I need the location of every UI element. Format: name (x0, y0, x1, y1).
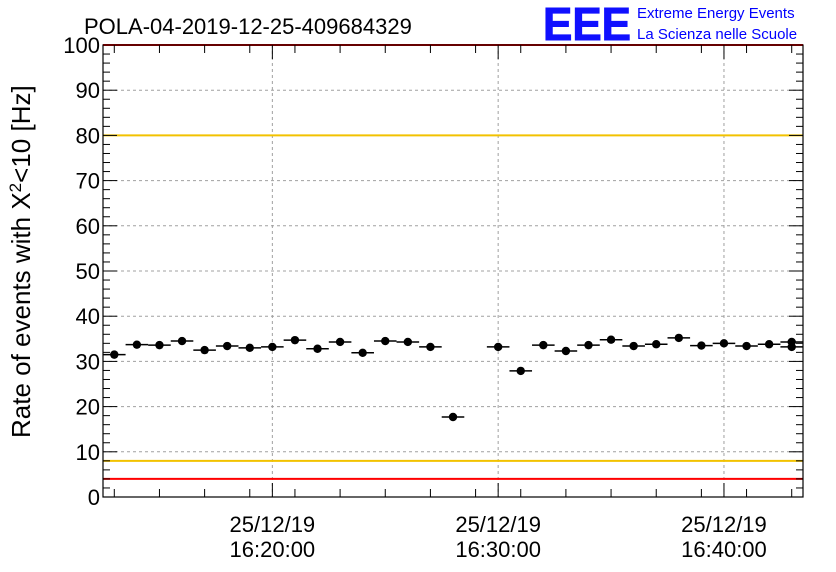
data-point (290, 335, 300, 345)
x-tick-label-date: 25/12/19 (681, 512, 767, 537)
y-tick-label: 40 (76, 304, 100, 329)
data-point (674, 333, 684, 343)
data-point (764, 340, 774, 349)
x-tick-labels: 25/12/1916:20:0025/12/1916:30:0025/12/19… (230, 512, 767, 562)
y-tick-label: 90 (76, 78, 100, 103)
axes (102, 44, 804, 498)
data-point (539, 340, 548, 350)
data-point (493, 342, 503, 352)
eee-logo: EEE Extreme Energy Events La Scienza nel… (543, 0, 798, 51)
data-point (742, 341, 751, 351)
y-axis-label-tail: <10 [Hz] (6, 85, 36, 183)
y-tick-label: 20 (76, 395, 100, 420)
data-point (652, 340, 661, 349)
logo-line-2: La Scienza nelle Scuole (637, 26, 797, 43)
y-tick-label: 30 (76, 349, 100, 374)
data-points (103, 333, 803, 422)
data-point (561, 346, 571, 356)
y-axis-label-sup: 2 (6, 183, 25, 192)
chart-title: POLA-04-2019-12-25-409684329 (84, 14, 412, 39)
y-tick-labels: 0 10 20 30 40 50 60 70 80 90 100 (63, 33, 100, 510)
x-tick-label-time: 16:40:00 (681, 537, 767, 562)
x-tick-label-time: 16:20:00 (230, 537, 316, 562)
data-point (606, 335, 616, 344)
data-point (110, 350, 119, 359)
grid (103, 45, 803, 497)
x-tick-label-date: 25/12/19 (230, 512, 316, 537)
logo-line-1: Extreme Energy Events (637, 5, 795, 22)
data-point (358, 348, 367, 358)
data-point (335, 337, 345, 347)
data-point (268, 342, 277, 352)
y-tick-label: 70 (76, 169, 100, 194)
y-tick-label: 100 (63, 33, 100, 58)
y-axis-label-main: Rate of events with X (6, 192, 36, 438)
data-point (155, 340, 164, 350)
data-point (313, 344, 322, 353)
logo-mark: EEE (543, 0, 631, 50)
data-point (403, 337, 413, 347)
data-point (381, 336, 390, 346)
data-point (200, 345, 209, 355)
y-tick-label: 0 (88, 485, 100, 510)
data-point (448, 412, 458, 422)
data-point (426, 342, 435, 352)
data-point (516, 366, 525, 376)
data-point (787, 337, 796, 347)
data-point (177, 336, 187, 346)
y-tick-label: 50 (76, 259, 100, 284)
data-point (132, 340, 142, 349)
x-tick-label-date: 25/12/19 (455, 512, 541, 537)
data-point (245, 343, 254, 353)
y-axis-label: Rate of events with X2<10 [Hz] (6, 85, 36, 438)
y-tick-label: 10 (76, 440, 100, 465)
data-point (719, 339, 729, 348)
data-point (629, 341, 638, 351)
data-point (697, 341, 706, 350)
data-point (222, 341, 232, 351)
x-tick-label-time: 16:30:00 (455, 537, 541, 562)
y-tick-label: 80 (76, 123, 100, 148)
data-point (584, 340, 593, 350)
y-tick-label: 60 (76, 214, 100, 239)
